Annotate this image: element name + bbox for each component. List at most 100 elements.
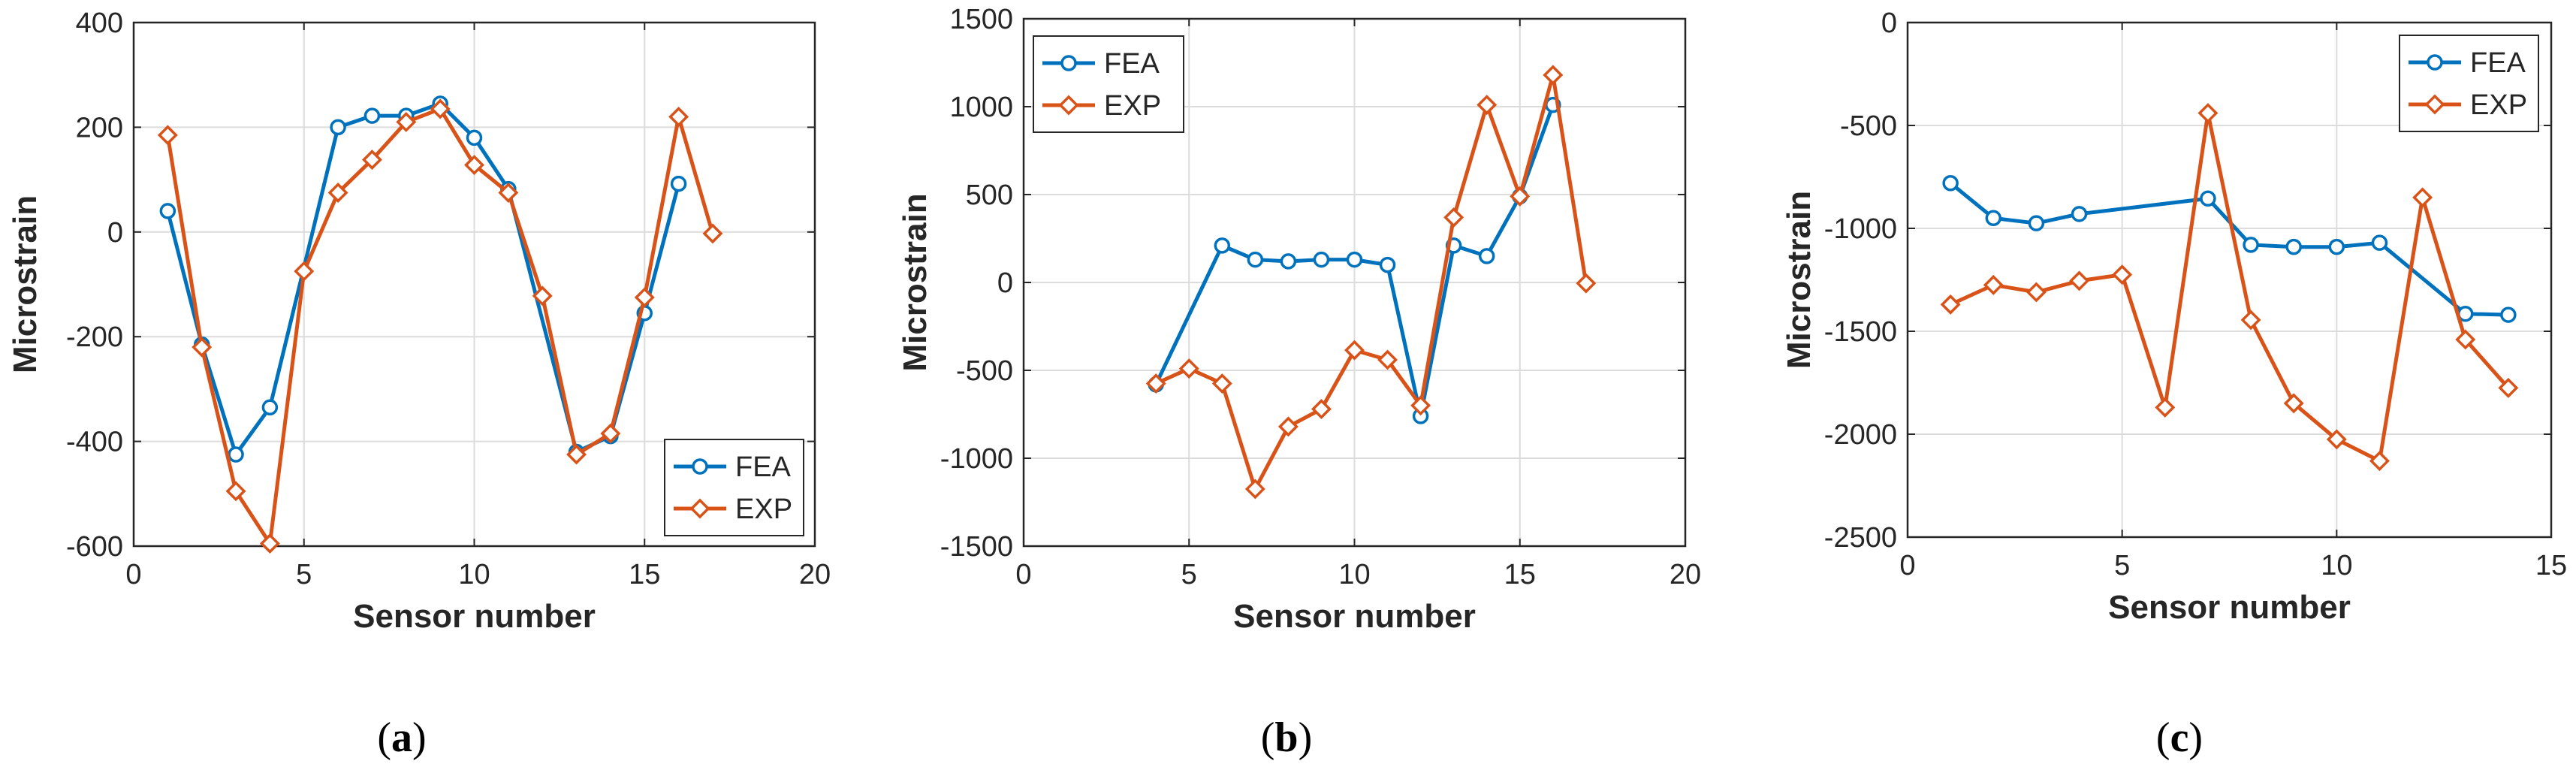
x-tick-label: 0 (125, 559, 141, 590)
data-point-exp (2197, 103, 2219, 124)
data-point-exp (157, 125, 178, 146)
data-point-exp (430, 98, 451, 119)
data-point-exp (1576, 273, 1597, 294)
data-point-exp (702, 223, 723, 244)
data-point-exp (464, 155, 484, 176)
data-point-fea (2328, 238, 2345, 255)
data-point-fea (2071, 206, 2088, 222)
data-point-exp (2155, 397, 2176, 418)
data-point-exp (1344, 340, 1365, 361)
y-tick-label: 1000 (949, 92, 1013, 123)
legend-label-exp: EXP (1104, 90, 1161, 122)
data-point-fea (1478, 248, 1495, 264)
y-tick-label: 200 (76, 112, 123, 143)
y-tick-label: -1500 (1824, 316, 1897, 348)
data-point-exp (2026, 282, 2047, 303)
chart-panel-b: 0 5 10 15 20 -1500 -1000 -500 0 500 1000 1500 Sensor… (897, 4, 1701, 761)
data-point-exp (192, 337, 213, 358)
data-point-exp (1477, 95, 1498, 116)
axes-box (1906, 21, 2553, 539)
legend-box (1033, 35, 1184, 133)
data-point-fea (1346, 251, 1363, 268)
data-point-exp (259, 533, 280, 554)
data-point-exp (327, 183, 348, 203)
data-point-fea (2285, 238, 2302, 255)
data-point-fea (670, 175, 687, 192)
data-point-fea (363, 107, 381, 124)
legend-label-fea: FEA (2470, 47, 2526, 79)
data-point-exp (225, 481, 246, 502)
y-tick-label: 400 (76, 8, 123, 39)
legend-marker-exp (689, 498, 710, 519)
data-point-exp (2283, 393, 2304, 414)
data-point-fea (2200, 190, 2216, 207)
data-point-exp (634, 287, 655, 308)
y-tick-label: 500 (966, 180, 1013, 211)
data-point-fea (1214, 237, 1231, 254)
y-tick-label: -500 (1840, 110, 1897, 142)
data-point-fea (261, 399, 279, 416)
x-tick-label: 10 (458, 559, 490, 590)
y-tick-label: -600 (66, 531, 123, 563)
y-tick-label: -1500 (940, 531, 1013, 563)
y-tick-label: 0 (107, 217, 123, 249)
data-point-exp (2326, 429, 2347, 450)
data-point-exp (2069, 270, 2090, 291)
data-point-exp (2112, 264, 2133, 285)
data-point-exp (600, 423, 621, 444)
x-tick-label: 0 (1899, 550, 1915, 581)
x-tick-label: 20 (1670, 559, 1701, 590)
x-axis-label: Sensor number (353, 598, 596, 635)
panel-label: (b) (1261, 714, 1312, 761)
data-point-exp (1311, 399, 1332, 419)
y-tick-label: -500 (956, 355, 1013, 387)
data-point-fea (330, 119, 346, 136)
data-point-exp (294, 261, 315, 282)
legend-box (2399, 35, 2539, 132)
data-point-fea (159, 203, 176, 219)
data-point-exp (566, 444, 587, 465)
x-tick-label: 10 (2321, 550, 2352, 581)
x-tick-label: 15 (1504, 559, 1536, 590)
data-point-fea (1942, 174, 1959, 192)
y-tick-label: -1000 (940, 443, 1013, 475)
x-tick-label: 0 (1015, 559, 1031, 590)
y-tick-label: -400 (66, 427, 123, 458)
x-axis-label: Sensor number (1233, 598, 1476, 635)
data-point-fea (466, 129, 483, 146)
data-point-fea (1280, 253, 1297, 270)
x-tick-label: 5 (296, 559, 312, 590)
data-point-exp (1277, 416, 1299, 437)
data-point-exp (668, 106, 689, 127)
x-tick-label: 20 (799, 559, 831, 590)
y-axis-label: Microstrain (897, 193, 934, 371)
legend-box (664, 439, 804, 536)
x-tick-label: 15 (2535, 550, 2567, 581)
data-point-exp (532, 285, 553, 306)
data-point-exp (1244, 479, 1265, 500)
legend-marker-fea (1060, 55, 1077, 71)
y-tick-label: 0 (1881, 8, 1897, 39)
legend-label-exp: EXP (735, 494, 792, 525)
data-point-exp (2498, 377, 2519, 398)
y-tick-label: -1000 (1824, 213, 1897, 245)
y-tick-label: -200 (66, 322, 123, 353)
data-point-exp (1377, 349, 1398, 370)
legend-marker-fea (2427, 54, 2443, 71)
data-point-exp (2369, 451, 2390, 472)
data-point-exp (2455, 329, 2476, 350)
y-axis-label: Microstrain (7, 195, 44, 373)
data-point-fea (1313, 251, 1330, 268)
x-axis-label: Sensor number (2108, 589, 2351, 626)
data-point-exp (1211, 373, 1232, 394)
panel-label: (c) (2156, 714, 2203, 761)
data-point-fea (2371, 234, 2388, 251)
data-point-exp (396, 111, 417, 132)
data-point-exp (1940, 294, 1961, 315)
y-tick-label: -2500 (1824, 522, 1897, 554)
data-point-exp (1410, 395, 1431, 416)
data-point-fea (1985, 210, 2002, 227)
data-point-fea (1379, 256, 1396, 273)
data-point-exp (2412, 187, 2433, 208)
